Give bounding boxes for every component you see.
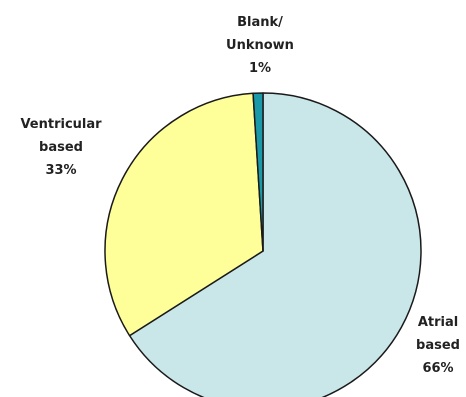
- pie-label-atrial-based: Atrial based 66%: [416, 315, 460, 376]
- pie-slice-atrial-based: [128, 92, 422, 397]
- pie-slices: [104, 92, 422, 397]
- pie-slice-blank-unknown: [252, 92, 264, 252]
- pie-label-ventricular-based: Ventricular based 33%: [20, 117, 102, 178]
- pie-labels: Atrial based 66% Ventricular based 33% Blank/U…: [20, 15, 460, 376]
- pie-slice-ventricular-based: [104, 92, 264, 337]
- pie-label-blank-unknown: Blank/Unknown 1%: [226, 15, 294, 76]
